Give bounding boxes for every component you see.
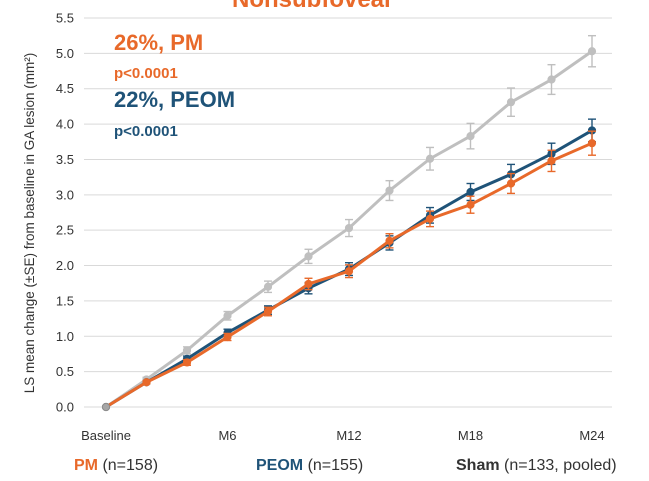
legend-sham-n: (n=133, pooled) (504, 457, 617, 474)
legend-peom-name: PEOM (256, 457, 304, 474)
y-axis-label: LS mean change (±SE) from baseline in GA… (22, 53, 37, 394)
y-tick-label: 1.5 (56, 293, 74, 308)
data-point (263, 282, 273, 291)
series-pm (101, 130, 597, 412)
data-point (425, 214, 435, 223)
y-tick-label: 0.0 (56, 400, 74, 415)
chart-title-fragment: Nonsubfoveal (232, 0, 391, 14)
annotation-text: 22%, PEOM (114, 87, 235, 112)
x-tick-label: M24 (579, 428, 604, 443)
data-point (466, 200, 475, 209)
y-tick-label: 2.0 (56, 258, 74, 273)
data-point (304, 252, 313, 261)
data-point (466, 187, 475, 197)
legend-sham-name: Sham (456, 457, 500, 474)
x-tick-label: M18 (458, 428, 483, 443)
legend-peom-n: (n=155) (307, 457, 364, 474)
y-tick-label: 1.0 (56, 329, 74, 344)
y-tick-label: 4.0 (56, 117, 74, 132)
y-axis-ticks: 0.0 0.5 1.0 1.5 2.0 2.5 3.0 3.5 4.0 4.5 5.0 5.5 (56, 11, 74, 415)
y-tick-label: 0.5 (56, 364, 74, 379)
data-point (182, 358, 192, 367)
data-point (385, 236, 394, 245)
data-point (304, 279, 313, 289)
data-point (466, 132, 475, 141)
legend-peom: PEOM (n=155) (256, 457, 363, 475)
annotation-text: p<0.0001 (114, 65, 178, 82)
y-tick-label: 3.0 (56, 187, 74, 202)
series-group (101, 34, 597, 412)
y-tick-label: 4.5 (56, 81, 74, 96)
x-tick-label: Baseline (81, 428, 131, 443)
data-point (587, 47, 597, 56)
annotations: 26%, PM p<0.0001 22%, PEOM p<0.0001 (114, 30, 235, 140)
x-axis-ticks: Baseline M6 M12 M18 M24 (81, 428, 605, 443)
data-point (547, 75, 556, 84)
data-point (223, 332, 232, 342)
y-tick-label: 5.0 (56, 46, 74, 61)
legend-sham: Sham (n=133, pooled) (456, 457, 617, 475)
gridlines (84, 17, 612, 408)
data-point (344, 223, 354, 233)
data-point (263, 307, 273, 316)
data-point (425, 154, 435, 163)
y-tick-label: 2.5 (56, 223, 74, 238)
data-point (344, 267, 354, 276)
data-point (506, 179, 516, 188)
legend-pm: PM (n=158) (74, 457, 158, 475)
annotation-text: p<0.0001 (114, 123, 178, 140)
x-tick-label: M12 (336, 428, 361, 443)
annotation-text: 26%, PM (114, 30, 203, 55)
data-point (182, 346, 192, 355)
data-point (385, 186, 394, 195)
data-point (506, 98, 516, 107)
y-tick-label: 3.5 (56, 152, 74, 167)
data-point (547, 156, 556, 165)
data-point (101, 402, 111, 412)
data-point (587, 139, 597, 148)
y-tick-label: 5.5 (56, 11, 74, 26)
x-tick-label: M6 (218, 428, 236, 443)
legend-pm-name: PM (74, 457, 98, 474)
legend-pm-n: (n=158) (102, 457, 159, 474)
data-point (142, 378, 151, 387)
data-point (223, 311, 232, 320)
